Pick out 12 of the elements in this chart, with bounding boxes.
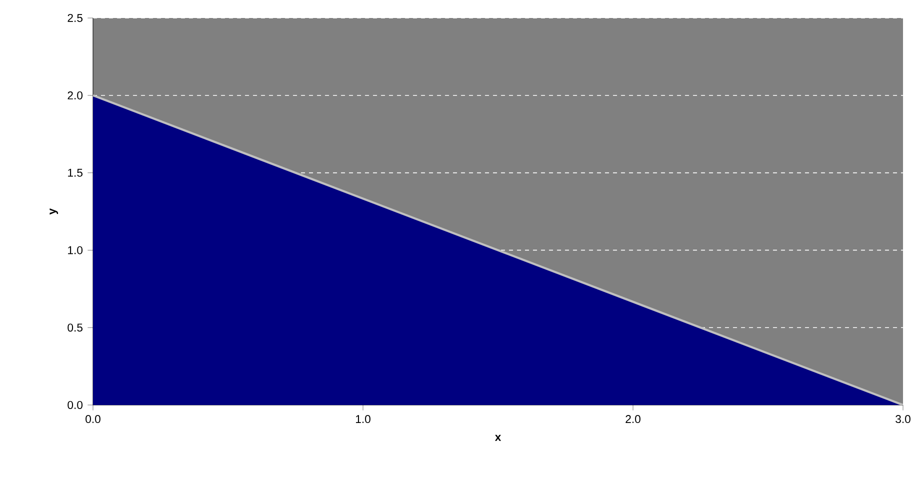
y-tick-label: 1.0	[68, 246, 83, 254]
y-axis-title: y	[50, 208, 58, 215]
y-tick-label: 2.5	[68, 14, 82, 22]
x-tick-label: 0.0	[86, 415, 100, 424]
x-tick-label: 3.0	[896, 415, 910, 424]
y-tick-label: 0.5	[68, 324, 82, 332]
y-tick-label: 2.0	[68, 91, 83, 100]
y-tick-label: 0.0	[68, 400, 83, 410]
x-tick-label: 1.0	[356, 415, 370, 424]
y-tick-label: 1.5	[68, 168, 82, 177]
x-tick-label: 2.0	[626, 415, 640, 424]
x-axis-title: x	[494, 434, 502, 441]
